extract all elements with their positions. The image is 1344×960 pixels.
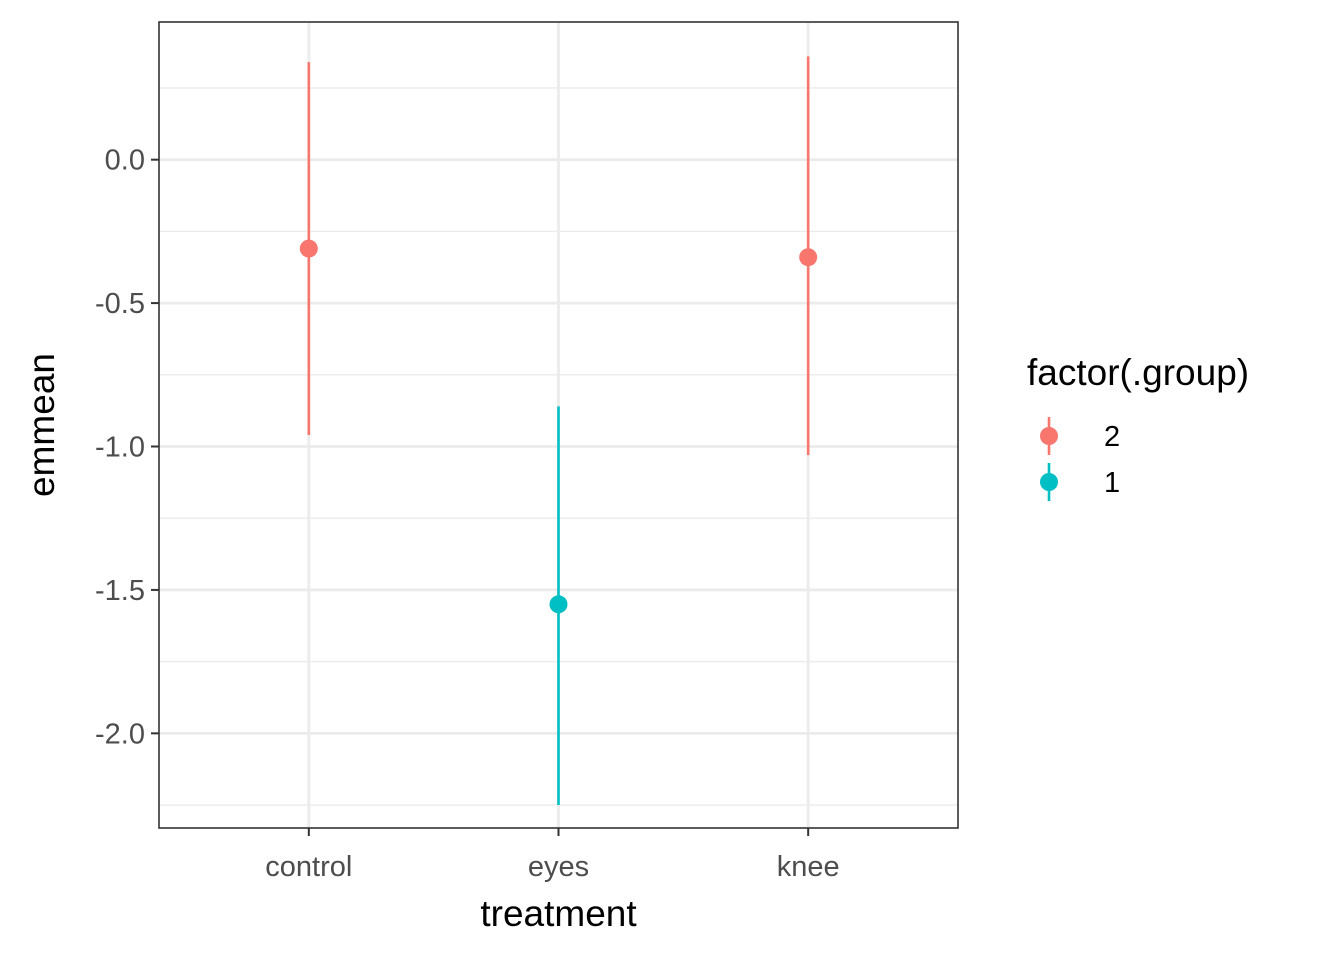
plot-panel xyxy=(158,21,959,829)
data-point xyxy=(799,248,818,267)
x-axis: control eyes knee xyxy=(265,828,840,883)
legend: factor(.group) 21 xyxy=(1027,352,1249,501)
x-tick-label: knee xyxy=(777,851,840,883)
legend-keys: 21 xyxy=(1040,417,1120,501)
y-axis-title: emmean xyxy=(21,353,62,497)
legend-label: 1 xyxy=(1104,467,1120,499)
x-axis-title: treatment xyxy=(480,893,637,934)
data-point xyxy=(549,595,568,614)
y-tick-label: 0.0 xyxy=(105,145,145,177)
data-point xyxy=(299,239,318,258)
legend-key-point xyxy=(1040,427,1058,445)
y-tick-label: -0.5 xyxy=(95,288,145,320)
x-tick-label: eyes xyxy=(528,851,589,883)
data-marks xyxy=(299,56,818,806)
y-tick-label: -1.0 xyxy=(95,432,145,464)
legend-label: 2 xyxy=(1104,421,1120,453)
y-axis: 0.0 -0.5 -1.0 -1.5 -2.0 xyxy=(95,145,159,750)
y-tick-label: -2.0 xyxy=(95,718,145,750)
legend-title: factor(.group) xyxy=(1027,352,1249,393)
legend-key-point xyxy=(1040,473,1058,491)
x-tick-label: control xyxy=(265,851,352,883)
y-tick-label: -1.5 xyxy=(95,575,145,607)
